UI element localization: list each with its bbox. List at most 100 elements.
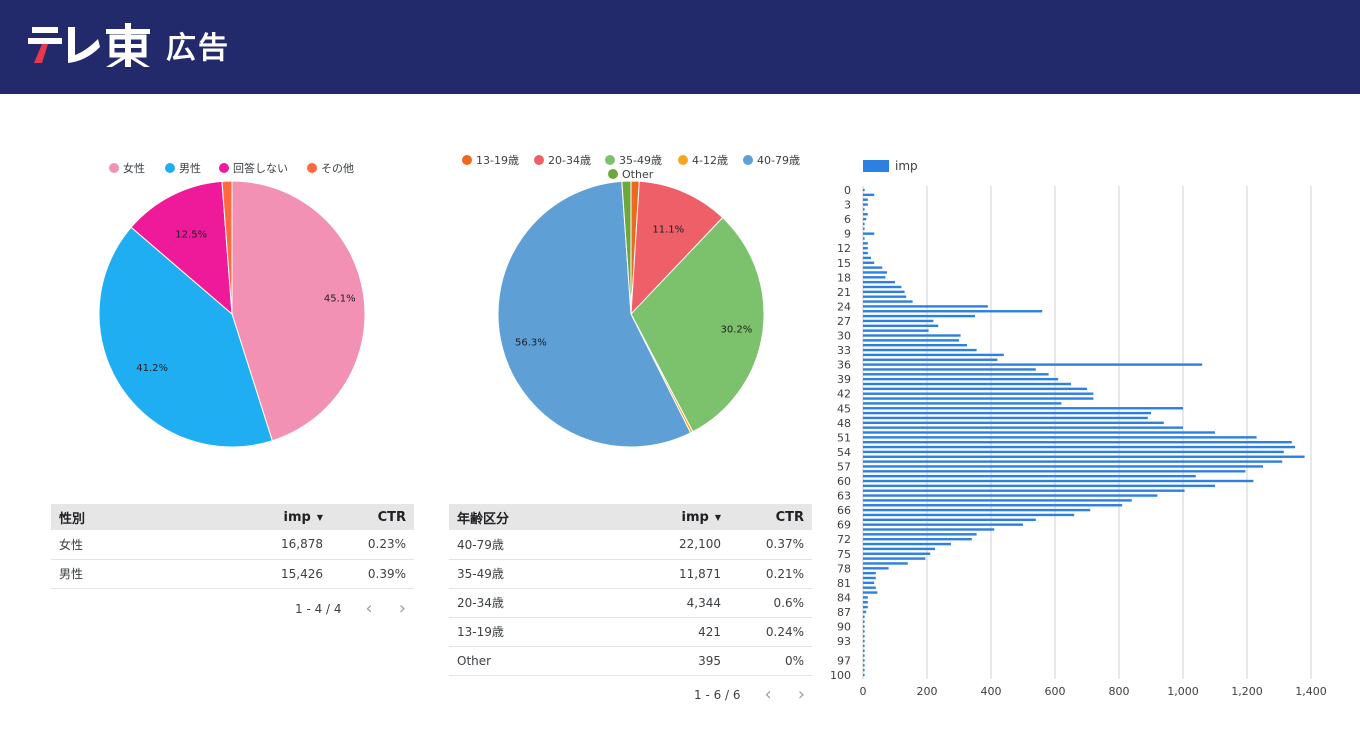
bar[interactable] xyxy=(863,334,961,337)
bar[interactable] xyxy=(863,470,1246,473)
bar[interactable] xyxy=(863,392,1094,395)
legend-label[interactable]: 35-49歳 xyxy=(619,154,662,167)
bar[interactable] xyxy=(863,329,929,332)
bar[interactable] xyxy=(863,596,868,599)
bar[interactable] xyxy=(863,305,988,308)
bar[interactable] xyxy=(863,411,1151,415)
bar[interactable] xyxy=(863,368,1036,371)
bar[interactable] xyxy=(863,402,1062,405)
pie-slice[interactable] xyxy=(630,216,765,433)
bar[interactable] xyxy=(863,494,1158,497)
bar[interactable] xyxy=(863,217,867,221)
bar[interactable] xyxy=(863,644,865,648)
bar[interactable] xyxy=(863,397,1094,400)
bar[interactable] xyxy=(863,460,1283,463)
bar[interactable] xyxy=(863,581,875,585)
bar[interactable] xyxy=(863,620,865,623)
bar[interactable] xyxy=(863,193,875,197)
bar[interactable] xyxy=(863,605,868,609)
bar[interactable] xyxy=(863,310,1043,313)
column-header-ctr[interactable]: CTR xyxy=(729,504,812,530)
bar[interactable] xyxy=(863,295,907,298)
column-header-ctr[interactable]: CTR xyxy=(331,504,414,530)
bar[interactable] xyxy=(863,504,1123,507)
bar[interactable] xyxy=(863,576,876,580)
bar[interactable] xyxy=(863,198,868,201)
bar[interactable] xyxy=(863,484,1215,488)
bar[interactable] xyxy=(863,431,1215,434)
bar[interactable] xyxy=(863,421,1164,424)
bar[interactable] xyxy=(863,251,868,255)
bar[interactable] xyxy=(863,222,865,226)
bar[interactable] xyxy=(863,591,878,594)
bar[interactable] xyxy=(863,339,959,342)
bar[interactable] xyxy=(863,358,998,361)
legend-label[interactable]: 13-19歳 xyxy=(476,154,519,167)
bar[interactable] xyxy=(863,213,868,216)
bar[interactable] xyxy=(863,266,883,269)
bar[interactable] xyxy=(863,625,865,628)
bar[interactable] xyxy=(863,639,865,643)
bar[interactable] xyxy=(863,465,1263,468)
legend-label[interactable]: 女性 xyxy=(123,161,145,175)
bar[interactable] xyxy=(863,547,935,551)
bar[interactable] xyxy=(863,601,868,604)
bar[interactable] xyxy=(863,499,1132,502)
bar[interactable] xyxy=(863,479,1254,483)
pie-slice[interactable] xyxy=(630,180,724,316)
pie-slice[interactable] xyxy=(621,180,632,315)
bar[interactable] xyxy=(863,290,905,294)
legend-label[interactable]: その他 xyxy=(321,162,354,175)
bar[interactable] xyxy=(863,538,972,541)
bar[interactable] xyxy=(863,668,865,672)
legend-label[interactable]: 回答しない xyxy=(233,161,288,175)
bar[interactable] xyxy=(863,237,865,240)
bar[interactable] xyxy=(863,344,967,347)
bar[interactable] xyxy=(863,276,886,279)
next-page-icon[interactable]: › xyxy=(797,684,805,705)
pie-slice[interactable] xyxy=(130,180,233,316)
bar[interactable] xyxy=(863,285,902,289)
bar[interactable] xyxy=(863,659,865,662)
bar[interactable] xyxy=(863,673,865,677)
column-header-gender[interactable]: 性別 xyxy=(51,504,221,530)
legend-label[interactable]: imp xyxy=(895,159,918,173)
bar[interactable] xyxy=(863,445,1295,449)
bar[interactable] xyxy=(863,528,995,531)
bar[interactable] xyxy=(863,261,875,264)
bar[interactable] xyxy=(863,407,1183,410)
bar[interactable] xyxy=(863,247,868,250)
bar[interactable] xyxy=(863,363,1203,366)
next-page-icon[interactable]: › xyxy=(398,598,406,619)
legend-label[interactable]: 男性 xyxy=(179,161,201,175)
legend-label[interactable]: 40-79歳 xyxy=(757,154,800,167)
column-header-imp[interactable]: imp ▼ xyxy=(221,504,331,530)
bar[interactable] xyxy=(863,353,1004,357)
bar[interactable] xyxy=(863,474,1196,478)
pie-slice[interactable] xyxy=(221,180,233,315)
legend-label[interactable]: 20-34歳 xyxy=(548,154,591,167)
bar[interactable] xyxy=(863,256,871,260)
bar[interactable] xyxy=(863,630,865,633)
bar[interactable] xyxy=(863,300,913,303)
prev-page-icon[interactable]: ‹ xyxy=(365,598,373,619)
bar[interactable] xyxy=(863,188,865,192)
bar[interactable] xyxy=(863,552,931,555)
bar[interactable] xyxy=(863,450,1284,454)
bar[interactable] xyxy=(863,654,865,657)
column-header-imp[interactable]: imp ▼ xyxy=(619,504,729,530)
legend-label[interactable]: Other xyxy=(622,168,654,181)
pie-slice[interactable] xyxy=(98,226,273,448)
legend-label[interactable]: 4-12歳 xyxy=(692,154,728,167)
bar[interactable] xyxy=(863,664,865,667)
bar[interactable] xyxy=(863,426,1183,429)
bar[interactable] xyxy=(863,562,908,565)
bar[interactable] xyxy=(863,610,867,614)
bar[interactable] xyxy=(863,567,889,570)
bar[interactable] xyxy=(863,227,865,230)
bar[interactable] xyxy=(863,523,1023,526)
bar[interactable] xyxy=(863,382,1071,386)
bar[interactable] xyxy=(863,373,1049,376)
bar[interactable] xyxy=(863,533,977,536)
bar[interactable] xyxy=(863,387,1087,391)
